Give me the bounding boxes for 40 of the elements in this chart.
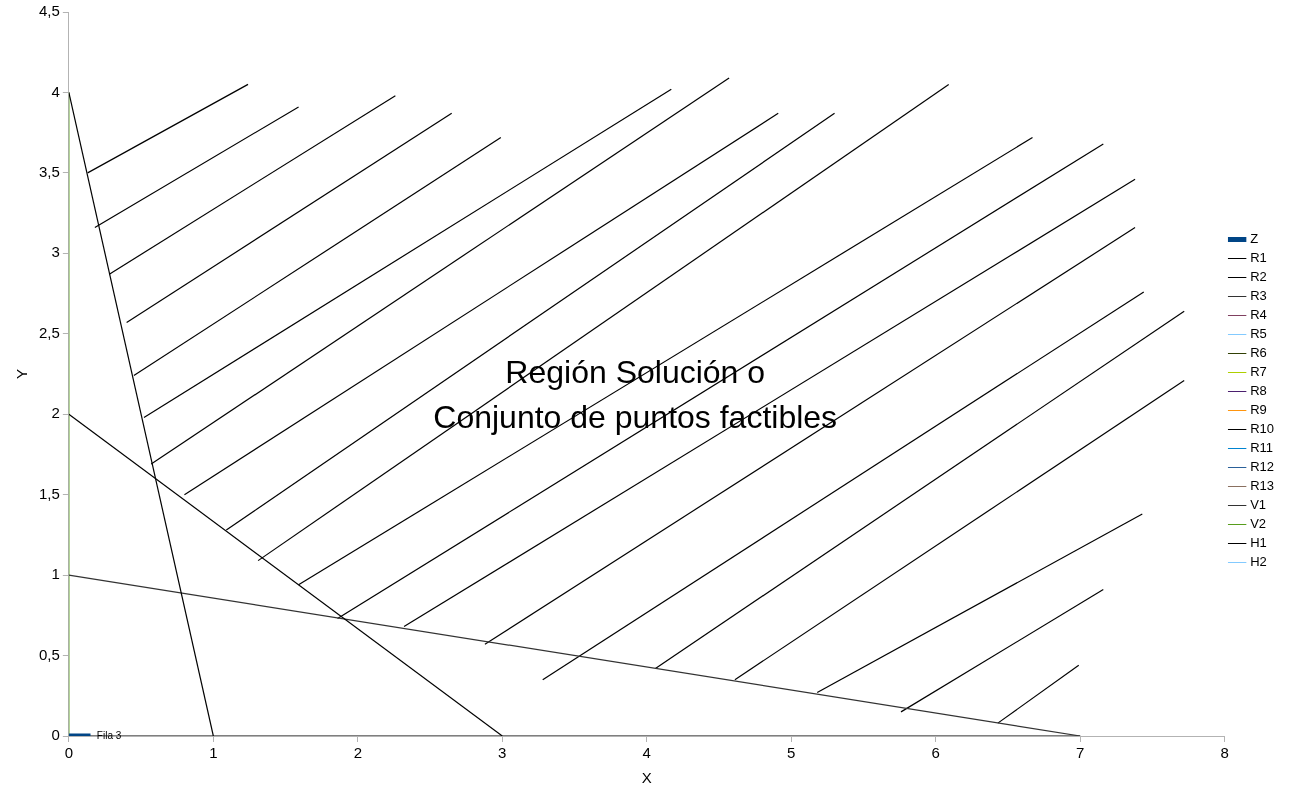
x-tick-label: 5 (787, 744, 796, 762)
legend-label: R1 (1250, 250, 1267, 266)
legend-label: R8 (1250, 383, 1267, 399)
legend-label: R2 (1250, 269, 1267, 285)
legend-label: V1 (1250, 497, 1267, 513)
y-tick-label: 0 (51, 726, 60, 744)
legend-label: R12 (1250, 459, 1275, 475)
x-tick-label: 6 (931, 744, 940, 762)
legend-label: H2 (1250, 554, 1267, 570)
x-tick-label: 0 (64, 744, 74, 762)
y-tick-label: 0,5 (38, 645, 60, 663)
y-tick-label: 2 (51, 404, 60, 422)
y-tick-label: 2,5 (38, 323, 60, 341)
legend-label: R11 (1250, 440, 1274, 456)
x-tick-label: 7 (1076, 744, 1085, 762)
y-tick-label: 3 (51, 243, 60, 261)
legend-label: V2 (1250, 516, 1267, 532)
x-tick-label: 1 (209, 744, 218, 762)
y-tick-label: 4 (51, 82, 60, 100)
legend-label: R6 (1250, 345, 1267, 361)
legend-label: Z (1250, 231, 1259, 247)
y-tick-label: 3,5 (38, 163, 60, 181)
annotation: Fila 3 (96, 729, 122, 741)
legend-label: R7 (1250, 364, 1267, 380)
x-tick-label: 2 (353, 744, 362, 762)
legend-label: R13 (1250, 478, 1275, 494)
x-axis-title: X (641, 769, 652, 787)
legend-label: R5 (1250, 326, 1267, 342)
legend-label: R9 (1250, 402, 1267, 418)
x-tick-label: 8 (1220, 744, 1229, 762)
y-axis-title: Y (13, 368, 31, 380)
legend-label: H1 (1250, 535, 1267, 551)
x-tick-label: 4 (642, 744, 651, 762)
legend-label: R10 (1250, 421, 1275, 437)
legend-label: R3 (1250, 288, 1267, 304)
y-tick-label: 1,5 (38, 484, 60, 502)
y-tick-label: 1 (51, 565, 60, 583)
legend-label: R4 (1250, 307, 1267, 323)
x-tick-label: 3 (498, 744, 507, 762)
y-tick-label: 4,5 (38, 2, 60, 20)
